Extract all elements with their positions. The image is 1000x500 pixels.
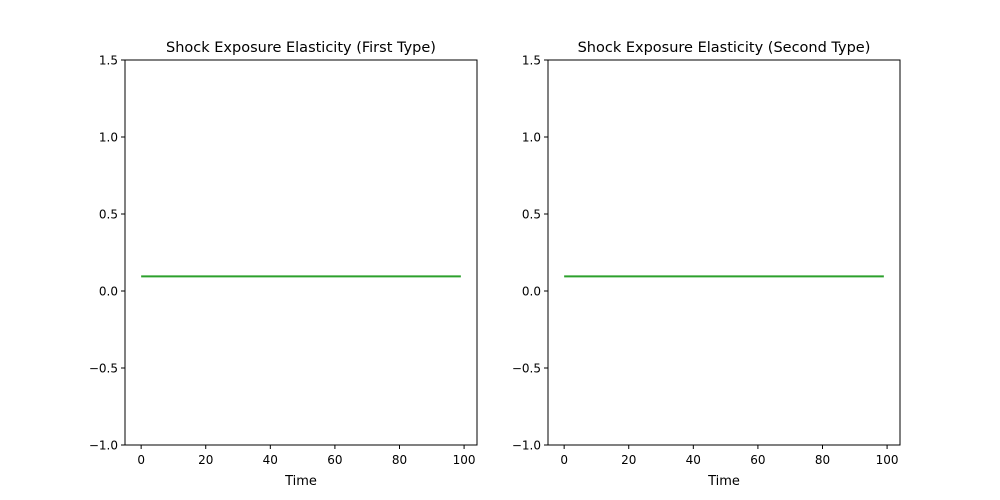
x-tick-label: 20 bbox=[198, 453, 213, 467]
y-tick-label: 1.0 bbox=[522, 131, 541, 145]
chart-title: Shock Exposure Elasticity (First Type) bbox=[166, 40, 436, 56]
y-tick-label: 0.5 bbox=[522, 208, 541, 222]
y-tick-label: −1.0 bbox=[512, 439, 541, 453]
chart-panel-first-type: Shock Exposure Elasticity (First Type) T… bbox=[89, 40, 478, 489]
y-tick-label: 1.5 bbox=[99, 54, 118, 68]
y-tick-label: −1.0 bbox=[89, 439, 118, 453]
chart-title: Shock Exposure Elasticity (Second Type) bbox=[578, 40, 871, 56]
axes-frame bbox=[124, 59, 478, 446]
x-tick-label: 0 bbox=[137, 453, 145, 467]
x-tick-label: 80 bbox=[392, 453, 407, 467]
x-tick-label: 80 bbox=[815, 453, 830, 467]
x-tick-label: 40 bbox=[263, 453, 278, 467]
x-axis-label: Time bbox=[284, 474, 317, 489]
y-tick-label: 0.0 bbox=[522, 285, 541, 299]
y-tick-label: 0.0 bbox=[99, 285, 118, 299]
x-tick-label: 100 bbox=[876, 453, 899, 467]
y-tick-label: −0.5 bbox=[89, 362, 118, 376]
x-tick-label: 60 bbox=[750, 453, 765, 467]
x-tick-label: 20 bbox=[621, 453, 636, 467]
y-tick-label: 0.5 bbox=[99, 208, 118, 222]
x-tick-label: 60 bbox=[327, 453, 342, 467]
y-tick-label: −0.5 bbox=[512, 362, 541, 376]
chart-panel-second-type: Shock Exposure Elasticity (Second Type) … bbox=[512, 40, 901, 489]
y-tick-label: 1.0 bbox=[99, 131, 118, 145]
y-tick-label: 1.5 bbox=[522, 54, 541, 68]
x-tick-label: 100 bbox=[453, 453, 476, 467]
x-axis-label: Time bbox=[707, 474, 740, 489]
axes-frame bbox=[547, 59, 901, 446]
x-tick-label: 40 bbox=[686, 453, 701, 467]
x-tick-label: 0 bbox=[560, 453, 568, 467]
